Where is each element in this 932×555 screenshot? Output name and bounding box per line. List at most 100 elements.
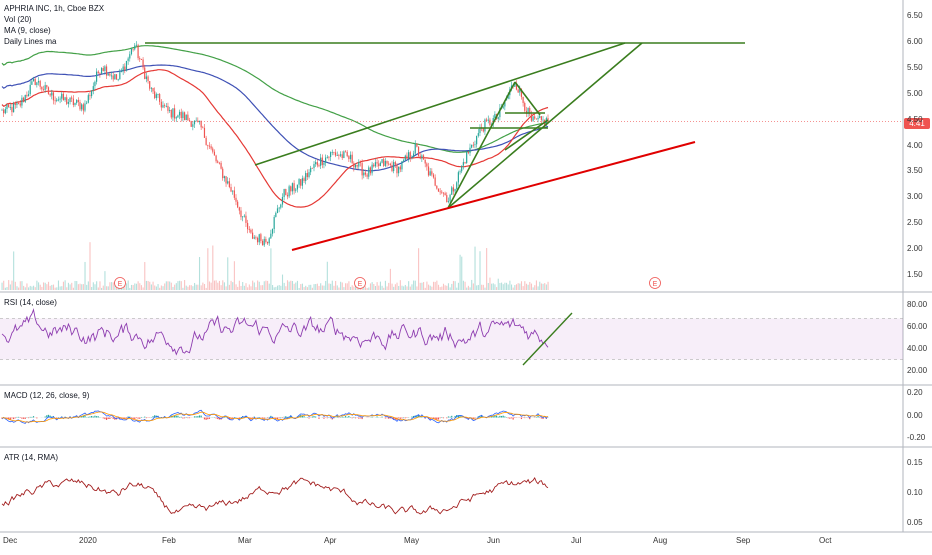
candle-body [418, 147, 419, 156]
volume-bar [43, 282, 44, 290]
candle-body [245, 216, 246, 223]
candle-body [537, 118, 538, 119]
candle-body [184, 112, 185, 120]
candle-body [88, 95, 89, 103]
volume-bar [518, 283, 519, 290]
candle-body [53, 92, 54, 100]
volume-bar [372, 282, 373, 290]
candle-body [66, 97, 67, 104]
candle-body [484, 120, 485, 132]
volume-bar [179, 281, 180, 290]
candle-body [458, 172, 459, 182]
candle-body [5, 109, 6, 113]
candle-body [139, 58, 140, 59]
macd-histogram-bar [498, 417, 499, 418]
volume-bar [390, 269, 391, 290]
candle-body [99, 73, 100, 74]
volume-bar [486, 248, 487, 290]
candle-body [133, 49, 134, 50]
macd-histogram-bar [501, 416, 502, 418]
volume-bar [342, 282, 343, 290]
candle-body [235, 198, 236, 202]
candle-body [461, 166, 462, 172]
macd-histogram-bar [91, 416, 92, 417]
volume-bar [231, 281, 232, 290]
macd-histogram-bar [385, 418, 386, 419]
candle-body [468, 152, 469, 153]
volume-bar [350, 287, 351, 290]
macd-histogram-bar [360, 418, 361, 419]
macd-histogram-bar [513, 418, 514, 420]
volume-bar [345, 283, 346, 290]
candle-body [177, 115, 178, 117]
time-tick-label: May [404, 536, 419, 546]
candle-body [425, 159, 426, 163]
volume-bar [534, 285, 535, 290]
candle-body [275, 213, 276, 217]
candle-body [436, 186, 437, 189]
volume-bar [385, 281, 386, 290]
volume-bar [509, 281, 510, 290]
volume-bar [182, 288, 183, 290]
volume-bar [320, 283, 321, 290]
candle-body [104, 66, 105, 71]
volume-bar [322, 285, 323, 290]
volume-bar [395, 284, 396, 290]
macd-histogram-bar [204, 418, 205, 420]
volume-bar [143, 287, 144, 290]
macd-histogram-bar [371, 417, 372, 418]
volume-bar [511, 285, 512, 290]
volume-bar [456, 288, 457, 290]
macd-histogram-bar [524, 418, 525, 419]
volume-bar [196, 285, 197, 290]
candle-body [312, 168, 313, 169]
candle-body [222, 169, 223, 178]
macd-histogram-bar [177, 416, 178, 418]
volume-bar [169, 282, 170, 290]
volume-bar [453, 281, 454, 290]
macd-histogram-bar [398, 418, 399, 419]
volume-bar [153, 282, 154, 290]
macd-title: MACD (12, 26, close, 9) [4, 391, 89, 401]
volume-bar [315, 284, 316, 290]
macd-histogram-bar [139, 418, 140, 419]
volume-bar [295, 283, 296, 290]
volume-bar [58, 281, 59, 290]
price-tick-label: 3.50 [907, 166, 923, 176]
macd-histogram-bar [109, 418, 110, 420]
candle-body [303, 178, 304, 181]
volume-bar [318, 286, 319, 290]
candle-body [373, 165, 374, 167]
candle-body [408, 152, 409, 158]
macd-histogram-bar [401, 418, 402, 419]
candle-body [400, 167, 401, 170]
volume-bar [133, 285, 134, 290]
candle-body [209, 146, 210, 147]
macd-histogram-bar [88, 417, 89, 418]
volume-bar [392, 284, 393, 290]
volume-bar [129, 288, 130, 290]
macd-histogram-bar [287, 417, 288, 418]
volume-bar [393, 287, 394, 290]
volume-bar [377, 282, 378, 290]
volume-bar [55, 288, 56, 290]
volume-bar [401, 286, 402, 290]
volume-bar [484, 288, 485, 290]
volume-bar [282, 275, 283, 290]
volume-bar [209, 281, 210, 290]
price-tick-label: 5.50 [907, 63, 923, 73]
volume-bar [45, 283, 46, 290]
candle-body [81, 104, 82, 109]
candle-body [89, 95, 90, 96]
volume-bar [431, 287, 432, 290]
candle-body [15, 104, 16, 105]
volume-bar [101, 288, 102, 290]
macd-histogram-bar [521, 418, 522, 420]
candle-body [207, 145, 208, 146]
candle-body [295, 189, 296, 190]
candle-body [118, 79, 119, 80]
volume-bar [6, 287, 7, 290]
candle-body [323, 163, 324, 165]
volume-bar [413, 281, 414, 290]
